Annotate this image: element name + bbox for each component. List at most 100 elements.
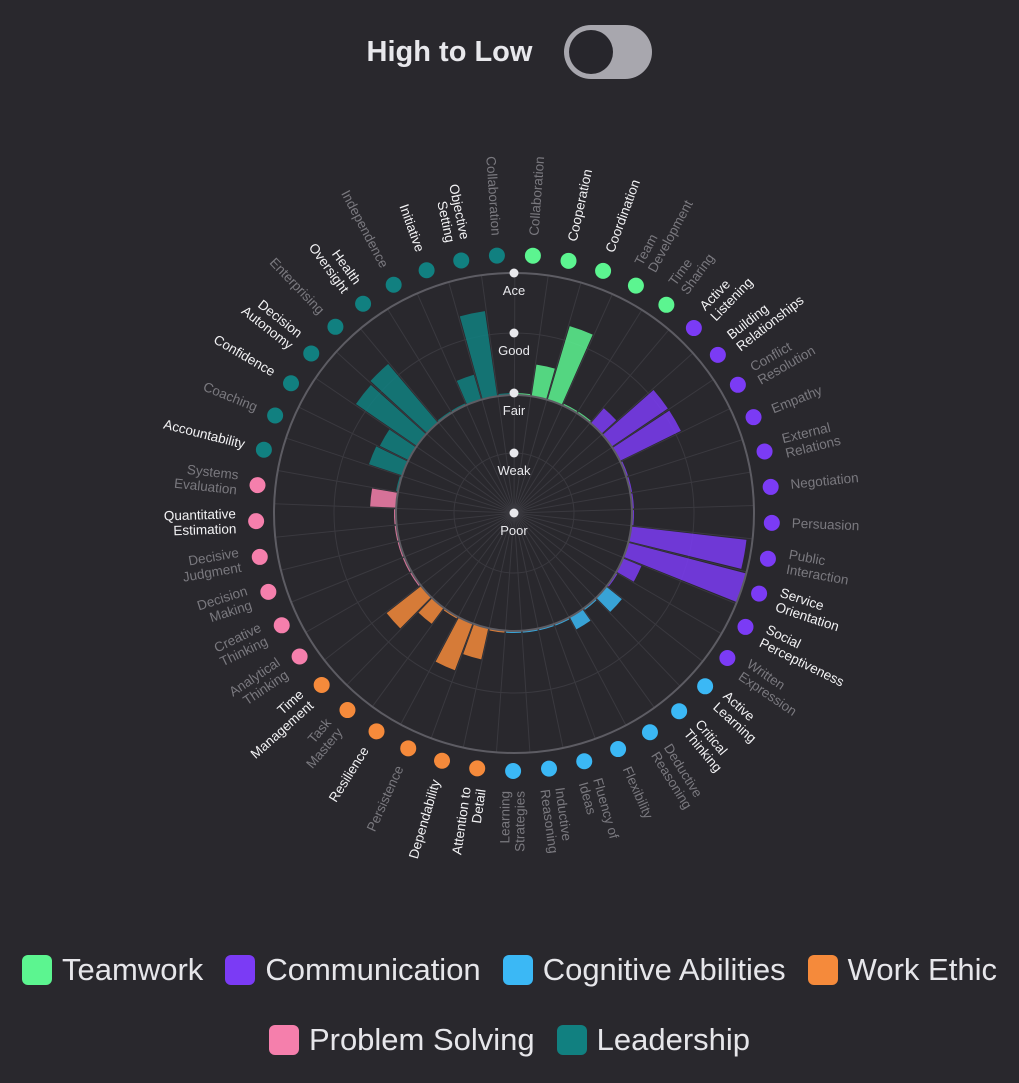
skill-label: Persuasion: [792, 516, 860, 534]
level-axis: Poor Weak Fair Good Ace: [498, 268, 531, 538]
skill-dot[interactable]: [595, 262, 612, 279]
skill-dot[interactable]: [469, 760, 486, 777]
skill-dot[interactable]: [339, 702, 356, 719]
grid-spoke: [280, 512, 515, 571]
skill-dot[interactable]: [745, 409, 762, 426]
grid-spoke: [513, 408, 731, 514]
skill-dot[interactable]: [251, 548, 268, 565]
skill-dot[interactable]: [505, 762, 522, 779]
bar-coaching[interactable]: [368, 446, 408, 476]
legend-label: Teamwork: [62, 952, 204, 987]
skill-dot[interactable]: [313, 676, 330, 693]
skill-dot[interactable]: [400, 740, 417, 757]
skill-dot[interactable]: [751, 585, 768, 602]
skill-dot[interactable]: [759, 550, 776, 567]
skill-dot[interactable]: [762, 478, 779, 495]
skill-label: Collaboration: [526, 156, 547, 236]
legend-item-problem-solving[interactable]: Problem Solving: [268, 1022, 535, 1058]
skill-dot[interactable]: [641, 724, 658, 741]
bar-task-mastery[interactable]: [418, 598, 444, 624]
skill-dot[interactable]: [729, 376, 746, 393]
legend-item-communication[interactable]: Communication: [225, 952, 481, 988]
skill-dot[interactable]: [260, 583, 277, 600]
skill-dot[interactable]: [610, 741, 627, 758]
skill-dot[interactable]: [576, 753, 593, 770]
skill-dot[interactable]: [524, 247, 541, 264]
skill-dot[interactable]: [255, 441, 272, 458]
skill-label: Dependability: [406, 777, 443, 860]
skill-dot[interactable]: [627, 277, 644, 294]
grid-spoke: [400, 512, 515, 725]
skill-dot[interactable]: [453, 252, 470, 269]
bar-conflict-resolution[interactable]: [612, 410, 681, 461]
bar-confidence[interactable]: [379, 429, 416, 461]
legend-label: Leadership: [596, 1022, 751, 1057]
skill-dot[interactable]: [283, 375, 300, 392]
bar-active-listening[interactable]: [590, 408, 617, 434]
legend-item-teamwork[interactable]: Teamwork: [22, 952, 203, 988]
skill-dot[interactable]: [671, 703, 688, 720]
bar-coordination[interactable]: [547, 326, 593, 406]
bar-active-learning[interactable]: [596, 586, 622, 612]
grid-spoke: [448, 281, 515, 514]
skill-dot[interactable]: [763, 514, 780, 531]
skill-dot[interactable]: [248, 513, 265, 530]
grid-spoke: [513, 512, 703, 662]
grid-spoke: [285, 437, 515, 514]
bar-time-management[interactable]: [386, 585, 432, 629]
level-dot: [509, 388, 519, 398]
bar-service-orientation[interactable]: [623, 542, 747, 603]
skill-dot[interactable]: [737, 618, 754, 635]
skill-dot[interactable]: [560, 252, 577, 269]
legend-item-work-ethic[interactable]: Work Ethic: [807, 952, 997, 988]
grid-spoke: [513, 352, 694, 514]
skill-dot[interactable]: [719, 650, 736, 667]
bar-enterprising[interactable]: [370, 364, 438, 434]
skill-label-line: Coaching: [201, 379, 259, 414]
skill-dot[interactable]: [434, 752, 451, 769]
skill-label-line: Persuasion: [792, 516, 860, 534]
skill-dot[interactable]: [418, 262, 435, 279]
skill-dot[interactable]: [658, 296, 675, 313]
skill-dot[interactable]: [756, 443, 773, 460]
bar-systems-evaluation[interactable]: [370, 488, 398, 508]
bar-building-relationships[interactable]: [602, 389, 668, 447]
skill-dot[interactable]: [273, 617, 290, 634]
bar-initiative[interactable]: [456, 374, 482, 405]
skill-dot[interactable]: [327, 318, 344, 335]
skill-dot[interactable]: [303, 345, 320, 362]
skill-dot[interactable]: [267, 407, 284, 424]
bar-social-perceptiveness[interactable]: [616, 558, 642, 582]
skill-dot[interactable]: [541, 760, 558, 777]
grid-spoke: [495, 512, 515, 753]
legend-item-leadership[interactable]: Leadership: [556, 1022, 751, 1058]
skill-dot[interactable]: [709, 346, 726, 363]
skill-dot[interactable]: [685, 320, 702, 337]
skill-dot[interactable]: [368, 723, 385, 740]
skill-dot[interactable]: [355, 295, 372, 312]
skill-dot[interactable]: [385, 276, 402, 293]
skill-label-line: Learning: [497, 791, 512, 844]
bar-dependability[interactable]: [463, 624, 489, 660]
grid-spoke: [513, 439, 743, 514]
skill-dot[interactable]: [291, 648, 308, 665]
grid-spoke: [274, 503, 515, 514]
grid-spoke: [513, 512, 747, 573]
bar-public-interaction[interactable]: [628, 526, 747, 569]
skill-dot[interactable]: [488, 247, 505, 264]
bar-persistence[interactable]: [435, 617, 473, 671]
legend-label: Work Ethic: [847, 952, 997, 987]
bar-deductive-reasoning[interactable]: [569, 609, 591, 630]
skill-label-line: Strategies: [512, 791, 527, 852]
grid-spoke: [371, 512, 515, 707]
skill-dot[interactable]: [249, 477, 266, 494]
bar-cooperation[interactable]: [531, 364, 555, 400]
grid-spoke: [462, 512, 515, 748]
skill-label: Accountability: [162, 417, 247, 452]
skill-dot[interactable]: [697, 678, 714, 695]
legend-item-cognitive-abilities[interactable]: Cognitive Abilities: [502, 952, 786, 988]
sort-order-toggle[interactable]: [564, 25, 653, 79]
bar-decision-autonomy[interactable]: [355, 385, 427, 446]
bar-objective-setting[interactable]: [459, 311, 498, 400]
